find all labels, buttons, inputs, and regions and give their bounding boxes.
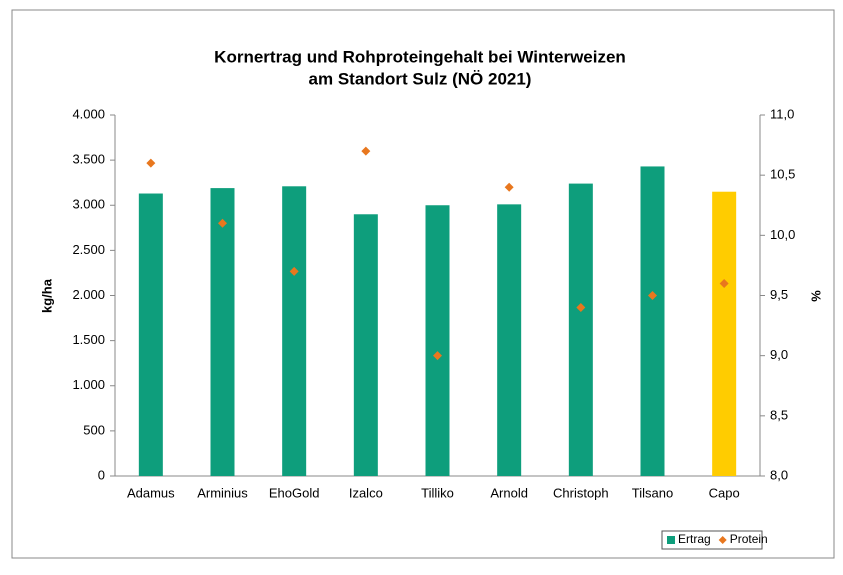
protein-marker [504, 182, 514, 192]
legend-swatch [718, 536, 727, 544]
y2-tick-label: 9,5 [770, 287, 788, 302]
legend-box [661, 530, 763, 550]
bar [353, 214, 378, 476]
bar [640, 166, 665, 476]
x-tick-label: Capo [709, 485, 740, 500]
bar [425, 205, 450, 476]
bar [568, 183, 593, 476]
y-tick-label: 2.000 [72, 287, 105, 302]
protein-marker [433, 351, 442, 361]
protein-marker [218, 218, 227, 228]
x-tick-label: Tilliko [421, 485, 454, 500]
protein-marker [576, 303, 586, 313]
bar [210, 188, 235, 477]
bar [138, 193, 163, 476]
x-tick-label: Tilsano [632, 485, 673, 500]
y-tick-label: 4.000 [72, 106, 105, 121]
y-axis-label: kg/ha [39, 278, 54, 313]
bar [497, 204, 522, 476]
protein-marker [289, 266, 299, 276]
x-tick-label: Adamus [127, 485, 175, 500]
y2-tick-label: 9,0 [770, 347, 788, 362]
legend-swatch [667, 536, 675, 544]
chart-title: Kornertrag und Rohproteingehalt bei Wint… [214, 47, 626, 66]
y-tick-label: 3.000 [72, 197, 105, 212]
protein-marker [146, 158, 156, 168]
protein-marker [719, 278, 729, 288]
x-tick-label: Arnold [490, 485, 528, 500]
y-tick-label: 3.500 [72, 152, 105, 167]
y-tick-label: 2.500 [72, 242, 105, 257]
x-tick-label: EhoGold [269, 485, 320, 500]
bar [712, 191, 737, 476]
legend-label: Protein [730, 532, 768, 546]
y2-tick-label: 11,0 [770, 106, 794, 121]
y2-tick-label: 8,5 [770, 407, 788, 422]
bar [282, 186, 307, 477]
y-tick-label: 1.000 [72, 377, 105, 392]
y2-axis-label: % [809, 290, 824, 302]
chart-title: am Standort Sulz (NÖ 2021) [309, 69, 532, 88]
y2-tick-label: 10,0 [770, 227, 795, 242]
x-tick-label: Arminius [197, 485, 248, 500]
protein-marker [361, 146, 371, 156]
x-tick-label: Izalco [349, 485, 383, 500]
legend-label: Ertrag [678, 532, 711, 546]
y-tick-label: 500 [83, 422, 105, 437]
x-tick-label: Christoph [553, 485, 609, 500]
y2-tick-label: 8,0 [770, 467, 788, 482]
protein-marker [648, 291, 657, 300]
y-tick-label: 1.500 [72, 332, 105, 347]
y-tick-label: 0 [98, 467, 105, 482]
y2-tick-label: 10,5 [770, 167, 795, 182]
